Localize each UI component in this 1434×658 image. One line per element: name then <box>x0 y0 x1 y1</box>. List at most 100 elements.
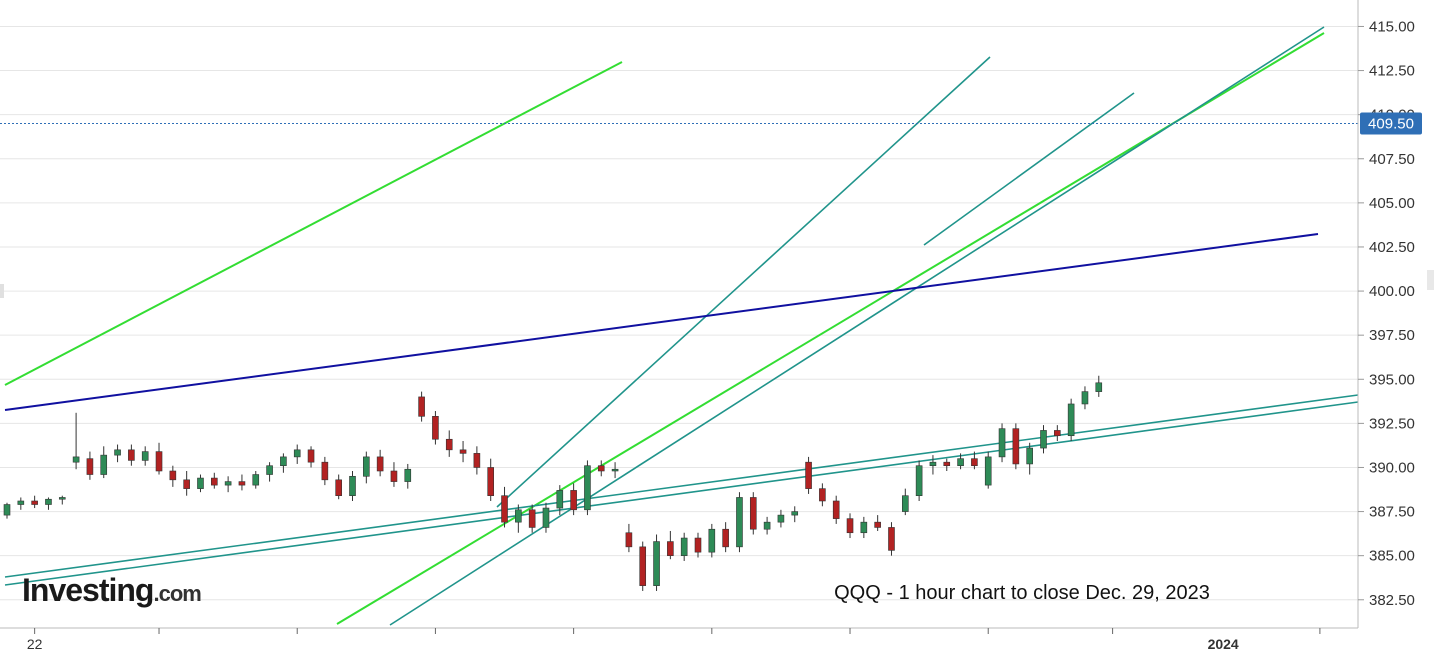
y-tick-label: 392.50 <box>1369 415 1415 432</box>
candle-body-up <box>763 521 771 530</box>
candle <box>1067 398 1075 442</box>
candle-body-down <box>169 470 177 481</box>
candle-body-down <box>1012 428 1020 465</box>
candle-body-down <box>888 527 895 551</box>
candle-body-down <box>335 479 342 496</box>
candle <box>915 460 923 501</box>
y-tick-label: 405.00 <box>1369 195 1415 212</box>
trendline-blue <box>4 233 1319 411</box>
chart-annotation: QQQ - 1 hour chart to close Dec. 29, 202… <box>834 582 1210 604</box>
candle-body-up <box>141 451 149 461</box>
candle-body-up <box>653 541 660 586</box>
candle <box>31 495 38 509</box>
candle <box>625 523 633 553</box>
candle-body-down <box>832 500 840 519</box>
candle-body-down <box>238 481 246 486</box>
candle <box>45 497 52 510</box>
candle <box>611 462 619 479</box>
candle <box>3 502 11 519</box>
candle-body-up <box>777 514 785 523</box>
candle <box>349 471 356 501</box>
candle-body-down <box>86 458 94 475</box>
candle-body-down <box>943 461 951 467</box>
candle-body-up <box>224 481 232 486</box>
candle <box>722 522 729 553</box>
trendline-teal-short-1 <box>496 56 991 508</box>
candle <box>501 486 508 528</box>
candle-body-up <box>708 528 716 553</box>
candle <box>114 444 121 463</box>
trendline-teal-short-2 <box>923 92 1135 246</box>
candle-body-up <box>860 521 868 534</box>
candle <box>72 412 80 470</box>
trendline-teal-lower-2 <box>4 401 1359 586</box>
candle-body-up <box>1026 447 1033 465</box>
candle-body-up <box>515 509 522 523</box>
candle-body-up <box>542 507 550 528</box>
candle <box>487 458 495 501</box>
y-tick-label: 382.50 <box>1369 592 1415 609</box>
candle-body-up <box>611 468 619 472</box>
candle-body-up <box>349 475 356 496</box>
candle <box>445 430 453 457</box>
candle <box>736 492 743 553</box>
candle-body-up <box>114 449 121 456</box>
candle-body-down <box>459 449 467 454</box>
candle-body-up <box>58 497 66 500</box>
candle <box>1040 425 1047 454</box>
candle <box>321 456 329 486</box>
candle <box>197 474 204 493</box>
investing-logo: Investing.com <box>22 572 202 608</box>
candle-body-up <box>736 497 743 548</box>
candle <box>653 534 660 591</box>
last-price-tag: 409.50 <box>1360 112 1422 135</box>
candle <box>819 483 826 507</box>
y-tick-label: 402.50 <box>1369 239 1415 256</box>
y-tick-label: 387.50 <box>1369 504 1415 521</box>
left-handle[interactable] <box>0 284 4 298</box>
candle-body-down <box>819 488 826 502</box>
candle-body-up <box>293 449 301 458</box>
candle-body-up <box>1081 391 1089 405</box>
candle-body-down <box>874 521 881 528</box>
candle <box>58 495 66 505</box>
logo-word: Investing <box>22 572 153 608</box>
candle-body-down <box>570 490 577 511</box>
candle <box>459 441 467 463</box>
candle <box>943 458 951 471</box>
candle-body-down <box>487 467 495 496</box>
candle-body-down <box>31 500 38 505</box>
trendline-green-upper <box>4 61 623 386</box>
candle-body-up <box>363 456 370 477</box>
candle <box>169 465 177 487</box>
candle-body-down <box>805 461 812 489</box>
last-price-tag-box <box>1360 112 1422 135</box>
logo-suffix: .com <box>153 581 201 606</box>
candle <box>984 451 992 489</box>
candle-body-down <box>390 470 398 482</box>
candle <box>418 391 425 422</box>
candle-body-up <box>72 456 80 463</box>
candle-body-up <box>901 495 909 512</box>
y-tick-label: 412.50 <box>1369 63 1415 80</box>
candle <box>957 453 964 470</box>
logo-main-text: Investing.com <box>22 572 201 608</box>
candle-body-down <box>639 546 647 586</box>
candle-body-down <box>432 416 439 440</box>
y-axis: 415.00412.50410.00407.50405.00402.50400.… <box>1358 18 1415 609</box>
candle <box>791 506 799 523</box>
candle <box>17 497 25 510</box>
candle <box>515 504 522 533</box>
candle-body-down <box>445 438 453 451</box>
candle <box>584 460 591 516</box>
y-tick-label: 395.00 <box>1369 371 1415 388</box>
candle <box>155 442 163 475</box>
candle <box>1054 425 1061 442</box>
candle <box>335 474 342 500</box>
candle-body-down <box>183 479 190 489</box>
scroll-handle[interactable] <box>1427 270 1434 290</box>
candle <box>805 456 812 494</box>
candle <box>667 530 674 560</box>
candle <box>224 476 232 493</box>
candle-body-down <box>846 518 854 534</box>
